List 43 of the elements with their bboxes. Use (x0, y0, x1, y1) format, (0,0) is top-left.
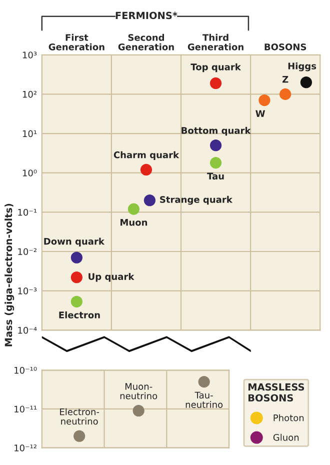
point (210, 77, 222, 90)
x-tick-label: First Generation (48, 34, 104, 50)
y-tick-label: 10³ (22, 52, 37, 58)
x-tick-label: BOSONS (264, 44, 306, 50)
series-label: Muon- neutrino (120, 383, 158, 400)
series-label: Higgs (288, 62, 316, 72)
y-tick-label: 10⁻¹¹ (14, 406, 37, 413)
y-tick-label: 10⁻¹ (18, 208, 37, 216)
series-label: W (256, 110, 265, 117)
y-axis-title: Mass (giga-electron-volts) (4, 204, 14, 346)
series-label: Tau (207, 172, 224, 180)
series-label: Electron (59, 311, 100, 318)
series-label: Charm quark (114, 151, 180, 160)
point (140, 164, 152, 176)
point (210, 140, 222, 152)
y-tick-label: 10⁻¹⁰ (14, 366, 37, 374)
point (70, 272, 82, 284)
series-label: Tau- neutrino (186, 392, 223, 408)
y-tick-label: 10⁻³ (18, 288, 37, 294)
point (70, 296, 82, 308)
point (210, 157, 222, 169)
y-tick-label: 10⁰ (22, 170, 37, 176)
legend-label: Photon (274, 414, 304, 422)
series-label: Electron- neutrino (60, 408, 100, 425)
series-label: Top quark (190, 63, 242, 72)
point (70, 252, 82, 264)
series-label: Z (282, 76, 288, 83)
legend-title: MASSLESS BOSONS (248, 383, 304, 402)
series-label: Muon (120, 219, 148, 226)
x-tick-label: Second Generation (118, 34, 174, 50)
series-label: Up quark (88, 272, 134, 282)
y-tick-label: 10⁻² (18, 248, 36, 256)
y-tick-label: 10¹ (22, 130, 37, 138)
series-label: Strange quark (160, 196, 233, 205)
x-tick-label: Third Generation (188, 34, 244, 50)
text: FERMIONS* (116, 12, 178, 20)
y-tick-label: 10⁻¹² (14, 444, 36, 452)
point (280, 88, 292, 100)
y-tick-label: 10² (22, 90, 36, 98)
series-label: Down quark (44, 238, 105, 246)
legend-label: Gluon (273, 434, 299, 441)
series-label: Bottom quark (182, 126, 251, 136)
y-tick-label: 10⁻⁴ (18, 326, 37, 334)
